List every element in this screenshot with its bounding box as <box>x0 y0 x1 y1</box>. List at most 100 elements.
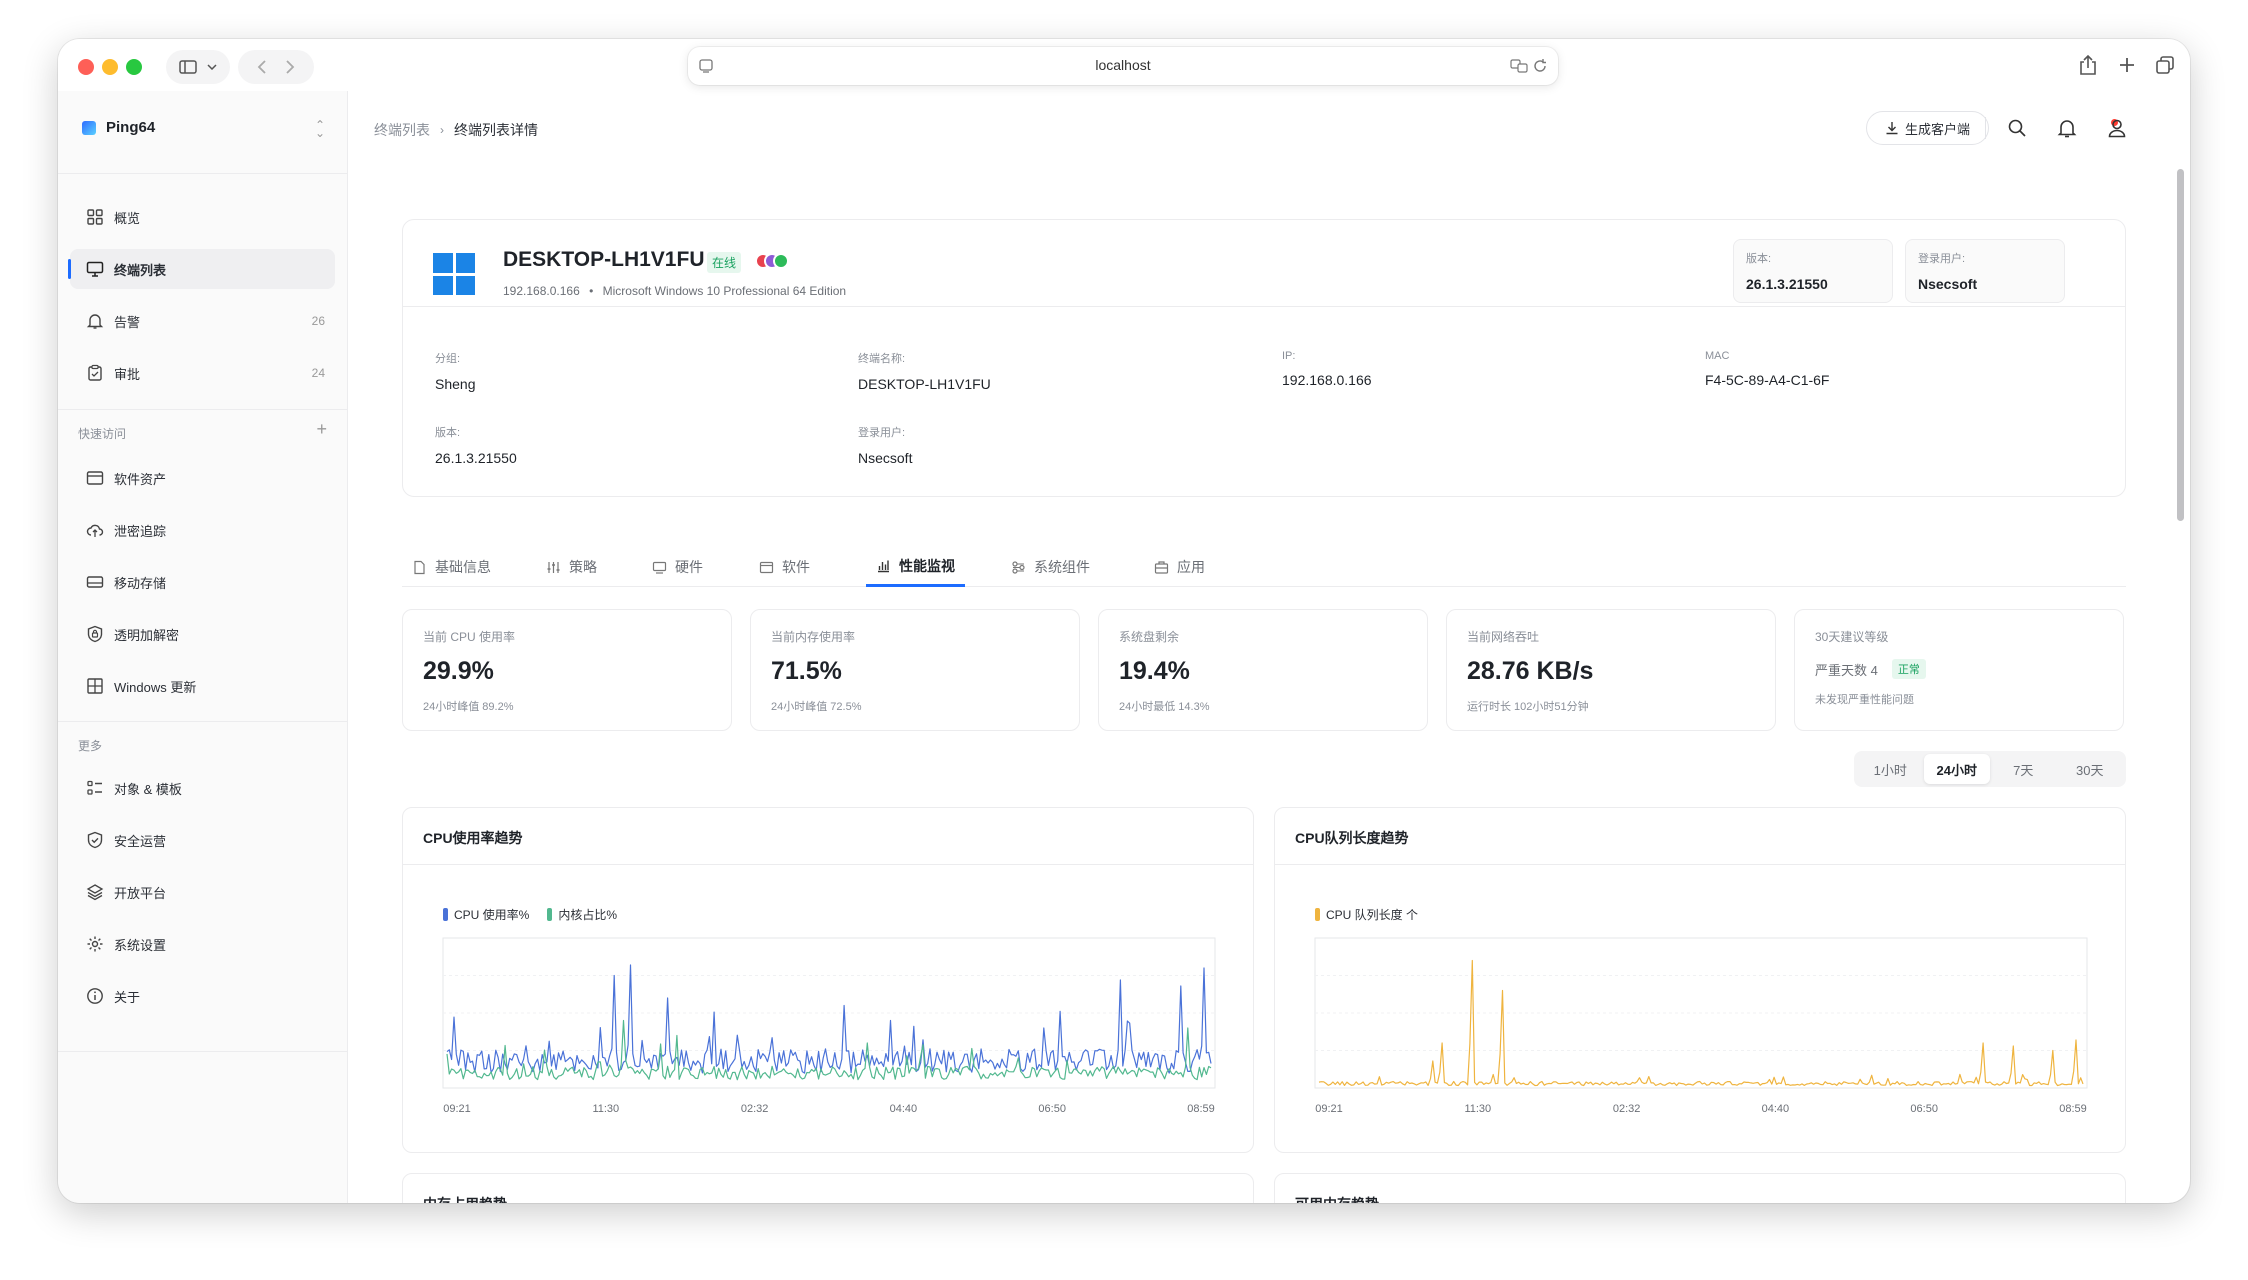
page-settings-icon[interactable] <box>698 58 714 74</box>
login-user-box: 登录用户: Nsecsoft <box>1905 239 2065 303</box>
stat-value: 29.9% <box>423 657 494 685</box>
sidebar-item-security-ops[interactable]: 安全运营 <box>70 820 335 860</box>
range-24h[interactable]: 24小时 <box>1923 754 1990 784</box>
series-line <box>1318 959 2084 1087</box>
scrollbar-thumb[interactable] <box>2177 169 2184 521</box>
chevron-updown-icon[interactable]: ⌃ ⌄ <box>314 118 325 140</box>
url-text: localhost <box>1095 57 1151 73</box>
series-line <box>446 964 1212 1074</box>
tab-system-components[interactable]: 系统组件 <box>1001 547 1100 587</box>
windows-icon <box>87 678 103 694</box>
sidebar-item-transparent-encryption[interactable]: 透明加解密 <box>70 614 335 654</box>
available-memory-chart-card: 可用内存趋势 <box>1274 1173 2126 1203</box>
alert-count: 26 <box>311 314 325 328</box>
share-icon[interactable] <box>2078 54 2098 76</box>
memory-usage-chart-card: 内存占用趋势 <box>402 1173 1254 1203</box>
x-tick-label: 09:21 <box>443 1103 471 1115</box>
search-icon[interactable] <box>2006 117 2028 139</box>
user-icon[interactable] <box>2106 117 2128 139</box>
range-1h[interactable]: 1小时 <box>1873 762 1907 778</box>
sidebar-item-overview[interactable]: 概览 <box>70 197 335 237</box>
legend-item[interactable]: CPU 使用率% <box>443 906 529 923</box>
field-value: 26.1.3.21550 <box>435 450 517 466</box>
breadcrumb-link[interactable]: 终端列表 <box>374 122 430 138</box>
forward-icon[interactable] <box>285 59 295 75</box>
stat-value: 19.4% <box>1119 657 1190 685</box>
tab-performance[interactable]: 性能监视 <box>866 547 965 587</box>
back-icon[interactable] <box>257 59 267 75</box>
series-line <box>446 1019 1212 1081</box>
sidebar-item-about[interactable]: 关于 <box>70 976 335 1016</box>
sidebar-item-leak-tracking[interactable]: 泄密追踪 <box>70 510 335 550</box>
sidebar-item-windows-update[interactable]: Windows 更新 <box>70 666 335 706</box>
sidebar-item-label: 终端列表 <box>114 262 167 278</box>
sidebar-item-approvals[interactable]: 审批 24 <box>70 353 335 393</box>
address-bar[interactable]: localhost <box>688 47 1558 85</box>
breadcrumb: 终端列表 › 终端列表详情 <box>374 120 538 140</box>
sidebar-item-removable-storage[interactable]: 移动存储 <box>70 562 335 602</box>
notification-bell-icon[interactable] <box>2056 117 2078 139</box>
workspace-switcher[interactable]: Ping64 <box>82 119 155 136</box>
range-7d[interactable]: 7天 <box>2013 762 2034 778</box>
sidebar-item-label: 系统设置 <box>114 937 167 953</box>
tab-overview-icon[interactable] <box>2155 55 2175 75</box>
sidebar-item-alerts[interactable]: 告警 26 <box>70 301 335 341</box>
tab-policy[interactable]: 策略 <box>536 547 607 587</box>
x-tick-label: 09:21 <box>1315 1103 1343 1115</box>
chevron-down-icon <box>207 64 217 70</box>
sidebar-item-system-settings[interactable]: 系统设置 <box>70 924 335 964</box>
stat-card-network: 当前网络吞吐 28.76 KB/s 运行时长 102小时51分钟 <box>1446 609 1776 731</box>
chart-legend: CPU 使用率% 内核占比% <box>443 906 617 923</box>
layers-icon <box>86 884 104 901</box>
approval-count: 24 <box>311 366 325 380</box>
translate-icon[interactable] <box>1510 58 1528 74</box>
tab-label: 软件 <box>782 559 810 575</box>
app-icon <box>1154 560 1169 574</box>
new-tab-icon[interactable] <box>2118 56 2136 74</box>
sidebar-item-open-platform[interactable]: 开放平台 <box>70 872 335 912</box>
generate-client-button[interactable]: 生成客户端 <box>1866 111 1990 145</box>
legend-item[interactable]: CPU 队列长度 个 <box>1315 906 1418 923</box>
field-value: DESKTOP-LH1V1FU <box>858 376 991 392</box>
tab-hardware[interactable]: 硬件 <box>642 547 713 587</box>
quick-access-label: 快速访问 <box>78 427 127 441</box>
minimize-window-button[interactable] <box>102 59 118 75</box>
divider <box>58 721 347 722</box>
tab-basic-info[interactable]: 基础信息 <box>402 547 501 587</box>
list-icon <box>87 780 102 795</box>
login-user-label: 登录用户: <box>1918 253 1966 265</box>
sidebar-item-label: 移动存储 <box>114 575 167 591</box>
sidebar-item-endpoints[interactable]: 终端列表 <box>68 249 335 289</box>
zoom-window-button[interactable] <box>126 59 142 75</box>
range-30d[interactable]: 30天 <box>2076 762 2104 778</box>
bar-chart-icon <box>878 560 889 573</box>
login-user-value: Nsecsoft <box>1918 276 1978 292</box>
cpu-queue-chart-card: CPU队列长度趋势 CPU 队列长度 个 09:21 11:30 02:32 04:4… <box>1274 807 2126 1153</box>
x-tick-label: 04:40 <box>890 1103 918 1115</box>
field-value: F4-5C-89-A4-C1-6F <box>1705 372 1830 388</box>
add-quick-access-button[interactable]: + <box>316 419 327 439</box>
close-window-button[interactable] <box>78 59 94 75</box>
sidebar-toggle-button[interactable] <box>166 50 230 84</box>
legend-item[interactable]: 内核占比% <box>547 906 617 923</box>
tab-software[interactable]: 软件 <box>749 547 820 587</box>
x-tick-label: 11:30 <box>1464 1103 1491 1115</box>
reload-icon[interactable] <box>1532 58 1548 74</box>
field-group: 分组: Sheng <box>435 350 475 392</box>
device-name: DESKTOP-LH1V1FU <box>503 248 705 271</box>
sidebar-item-objects-templates[interactable]: 对象 & 模板 <box>70 768 335 808</box>
field-value: Sheng <box>435 376 476 392</box>
sidebar-item-label: 开放平台 <box>114 885 167 901</box>
field-value: 192.168.0.166 <box>1282 372 1372 388</box>
chart-title: 内存占用趋势 <box>423 1194 507 1203</box>
stat-value: 71.5% <box>771 657 842 685</box>
legend-label: CPU 队列长度 个 <box>1326 908 1419 922</box>
tab-label: 基础信息 <box>435 559 491 575</box>
tab-apps[interactable]: 应用 <box>1144 547 1215 587</box>
module-status-dots <box>755 253 795 269</box>
cpu-usage-chart: 09:21 11:30 02:32 04:40 06:50 08:59 <box>442 937 1216 1115</box>
sidebar-item-label: Windows 更新 <box>114 679 197 695</box>
sidebar-item-software-assets[interactable]: 软件资产 <box>70 458 335 498</box>
field-version: 版本: 26.1.3.21550 <box>435 424 517 466</box>
field-value: Nsecsoft <box>858 450 913 466</box>
